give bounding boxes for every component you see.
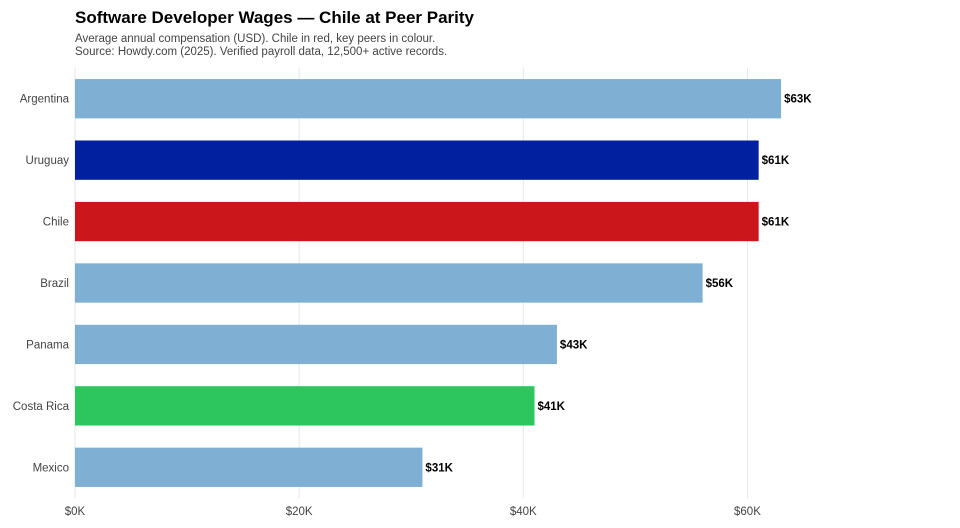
value-label: $56K: [706, 278, 734, 290]
bar: [75, 140, 759, 180]
value-labels: $63K $61K $61K $56K $43K $41K $31K: [425, 94, 812, 475]
bar: [75, 263, 703, 303]
x-tick-label: $40K: [510, 506, 537, 518]
value-label: $41K: [538, 401, 566, 413]
category-label: Chile: [43, 217, 69, 229]
category-label: Argentina: [20, 94, 70, 106]
category-label: Costa Rica: [13, 401, 70, 413]
bars: [75, 79, 782, 487]
x-tick-label: $0K: [65, 506, 86, 518]
bar: [75, 386, 535, 426]
value-label: $31K: [425, 462, 453, 474]
chart-subtitle: Average annual compensation (USD). Chile…: [75, 33, 436, 45]
x-axis-ticks: $0K $20K $40K $60K: [65, 506, 761, 518]
category-label: Panama: [26, 339, 69, 351]
chart-title: Software Developer Wages — Chile at Peer…: [75, 8, 475, 27]
x-tick-label: $20K: [286, 506, 313, 518]
category-labels: Argentina Uruguay Chile Brazil Panama Costa R…: [13, 94, 70, 475]
value-label: $43K: [560, 339, 588, 351]
category-label: Uruguay: [26, 155, 70, 167]
value-label: $61K: [762, 217, 790, 229]
category-label: Mexico: [33, 462, 69, 474]
bar: [75, 79, 782, 119]
chart-source-note: Source: Howdy.com (2025). Verified payro…: [75, 46, 448, 58]
value-label: $63K: [784, 94, 812, 106]
bar: [75, 324, 557, 365]
bar: [75, 447, 423, 487]
value-label: $61K: [762, 155, 790, 167]
x-tick-label: $60K: [734, 506, 761, 518]
category-label: Brazil: [40, 278, 69, 290]
bar: [75, 201, 759, 242]
